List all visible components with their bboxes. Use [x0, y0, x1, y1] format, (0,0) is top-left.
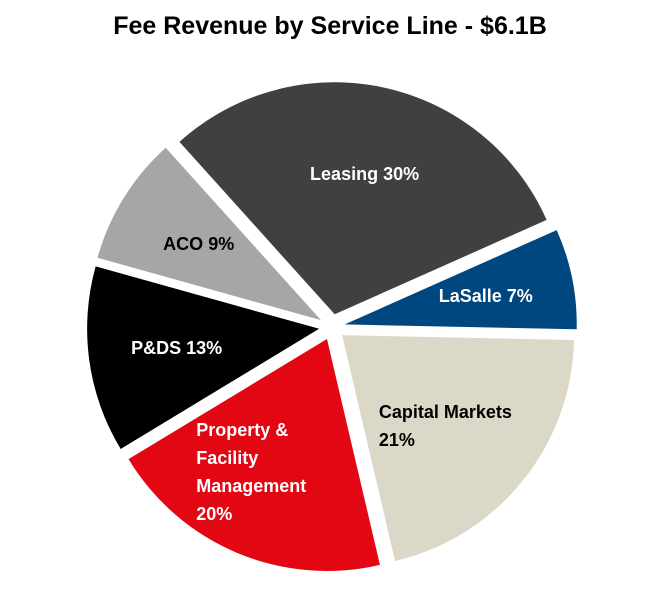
slice-name: P&DS — [131, 338, 182, 359]
chart-title: Fee Revenue by Service Line - $6.1B — [113, 12, 547, 40]
slice-name: LaSalle — [438, 285, 502, 306]
pie-slice — [97, 147, 321, 321]
slice-label: LaSalle 7% — [439, 282, 533, 310]
slice-value: 20% — [196, 503, 233, 524]
slice-value: 21% — [378, 429, 415, 450]
slice-name: ACO — [163, 234, 204, 255]
slice-label: Capital Markets 21% — [379, 398, 529, 454]
slice-value: 9% — [208, 234, 235, 255]
slice-label: P&DS 13% — [131, 334, 222, 362]
slice-value: 13% — [186, 338, 223, 359]
slice-name: Leasing — [310, 163, 379, 184]
slice-name: Property & Facility Management — [196, 419, 307, 496]
slice-label: Leasing 30% — [310, 160, 419, 188]
slice-label: Property & Facility Management 20% — [196, 416, 346, 528]
pie-slice — [344, 230, 577, 330]
pie-slice — [179, 82, 547, 315]
pie-slice — [87, 266, 320, 449]
slice-name: Capital Markets — [378, 401, 512, 422]
slice-label: ACO 9% — [163, 230, 234, 258]
slice-value: 30% — [383, 163, 420, 184]
slice-value: 7% — [506, 285, 533, 306]
pie-slice — [128, 338, 380, 571]
pie-slice — [342, 335, 575, 562]
